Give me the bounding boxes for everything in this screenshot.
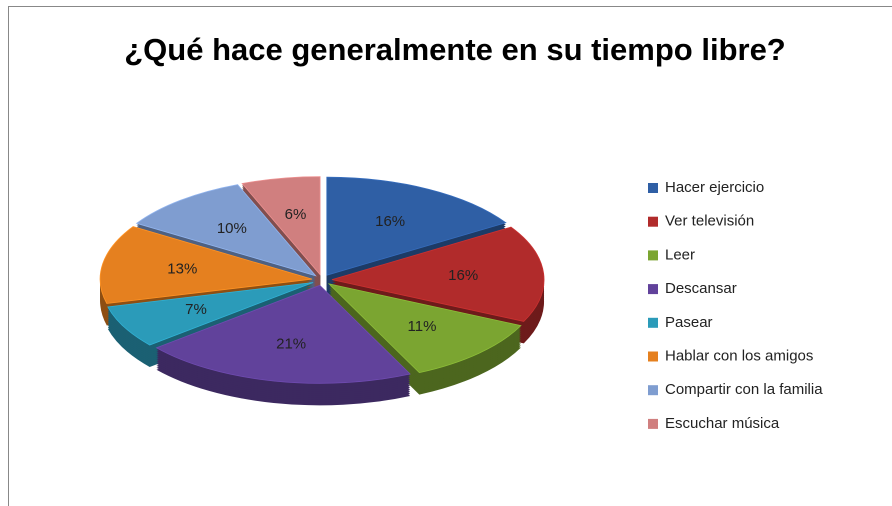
slice bbox=[331, 226, 545, 322]
chart-title: ¿Qué hace generalmente en su tiempo libr… bbox=[124, 32, 786, 67]
legend-label: Ver televisión bbox=[665, 213, 754, 230]
legend-swatch bbox=[648, 317, 658, 328]
data-label: 7% bbox=[185, 301, 207, 318]
data-label: 16% bbox=[375, 213, 405, 230]
slice bbox=[107, 282, 314, 346]
legend-label: Hacer ejercicio bbox=[665, 179, 764, 196]
legend-label: Hablar con los amigos bbox=[665, 347, 813, 364]
data-label: 16% bbox=[448, 267, 478, 284]
slice bbox=[155, 284, 411, 384]
legend-swatch bbox=[648, 216, 658, 227]
legend-swatch bbox=[648, 351, 658, 362]
legend-swatch bbox=[648, 183, 658, 193]
data-label: 10% bbox=[217, 220, 247, 237]
legend-label: Escuchar música bbox=[665, 415, 780, 432]
legend-label: Compartir con la familia bbox=[665, 381, 823, 398]
slice bbox=[135, 184, 317, 277]
legend-label: Pasear bbox=[665, 314, 713, 331]
legend-swatch bbox=[648, 284, 658, 295]
slice bbox=[327, 283, 522, 374]
legend-swatch bbox=[648, 385, 658, 396]
data-label: 13% bbox=[167, 261, 197, 278]
data-label: 21% bbox=[276, 336, 306, 353]
slice bbox=[99, 226, 313, 304]
legend-label: Descansar bbox=[665, 280, 737, 297]
chart-border bbox=[8, 6, 892, 506]
data-label: 11% bbox=[408, 318, 437, 335]
data-label: 6% bbox=[285, 206, 307, 223]
slice bbox=[326, 176, 507, 276]
legend-swatch bbox=[648, 418, 658, 429]
legend-swatch bbox=[648, 250, 658, 261]
legend-label: Leer bbox=[665, 246, 695, 263]
slice bbox=[241, 176, 321, 276]
